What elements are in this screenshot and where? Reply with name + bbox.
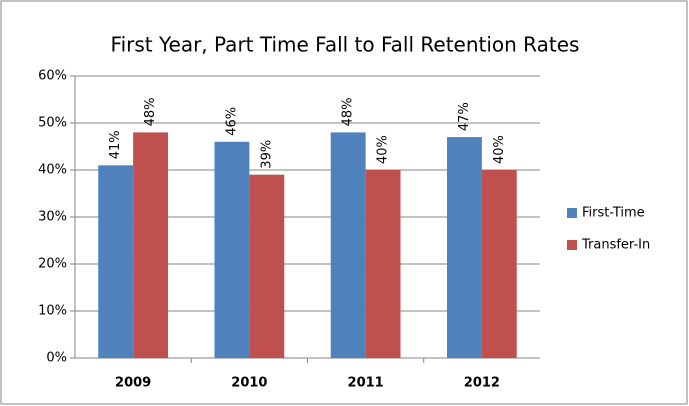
bar <box>447 137 482 358</box>
chart-title: First Year, Part Time Fall to Fall Reten… <box>111 33 580 57</box>
y-tick-label: 50% <box>38 116 67 131</box>
bar <box>98 165 134 358</box>
bar <box>214 141 250 358</box>
x-tick-label: 2011 <box>348 376 384 391</box>
x-tick-label: 2009 <box>115 376 151 391</box>
data-label: 40% <box>492 135 507 164</box>
y-tick-label: 30% <box>38 210 67 225</box>
bar <box>365 170 401 358</box>
data-label: 41% <box>108 130 123 159</box>
y-tick-label: 20% <box>38 257 67 272</box>
x-tick-label: 2010 <box>231 376 267 391</box>
bar <box>133 132 168 358</box>
data-label: 40% <box>376 135 391 164</box>
y-tick-label: 40% <box>38 163 67 178</box>
data-label: 46% <box>224 107 239 136</box>
bar <box>249 174 285 358</box>
legend-label: Transfer-In <box>581 238 650 253</box>
y-tick-label: 10% <box>38 304 67 319</box>
legend-swatch <box>567 208 577 218</box>
x-tick-label: 2012 <box>464 376 500 391</box>
legend-label: First-Time <box>582 206 645 221</box>
data-label: 47% <box>457 102 472 131</box>
data-label: 48% <box>341 97 356 126</box>
y-tick-label: 0% <box>46 351 67 366</box>
bar <box>481 170 517 358</box>
data-label: 39% <box>259 140 274 169</box>
legend-swatch <box>567 240 577 250</box>
bar <box>330 132 366 358</box>
data-label: 48% <box>143 97 158 126</box>
y-tick-label: 60% <box>38 69 67 84</box>
